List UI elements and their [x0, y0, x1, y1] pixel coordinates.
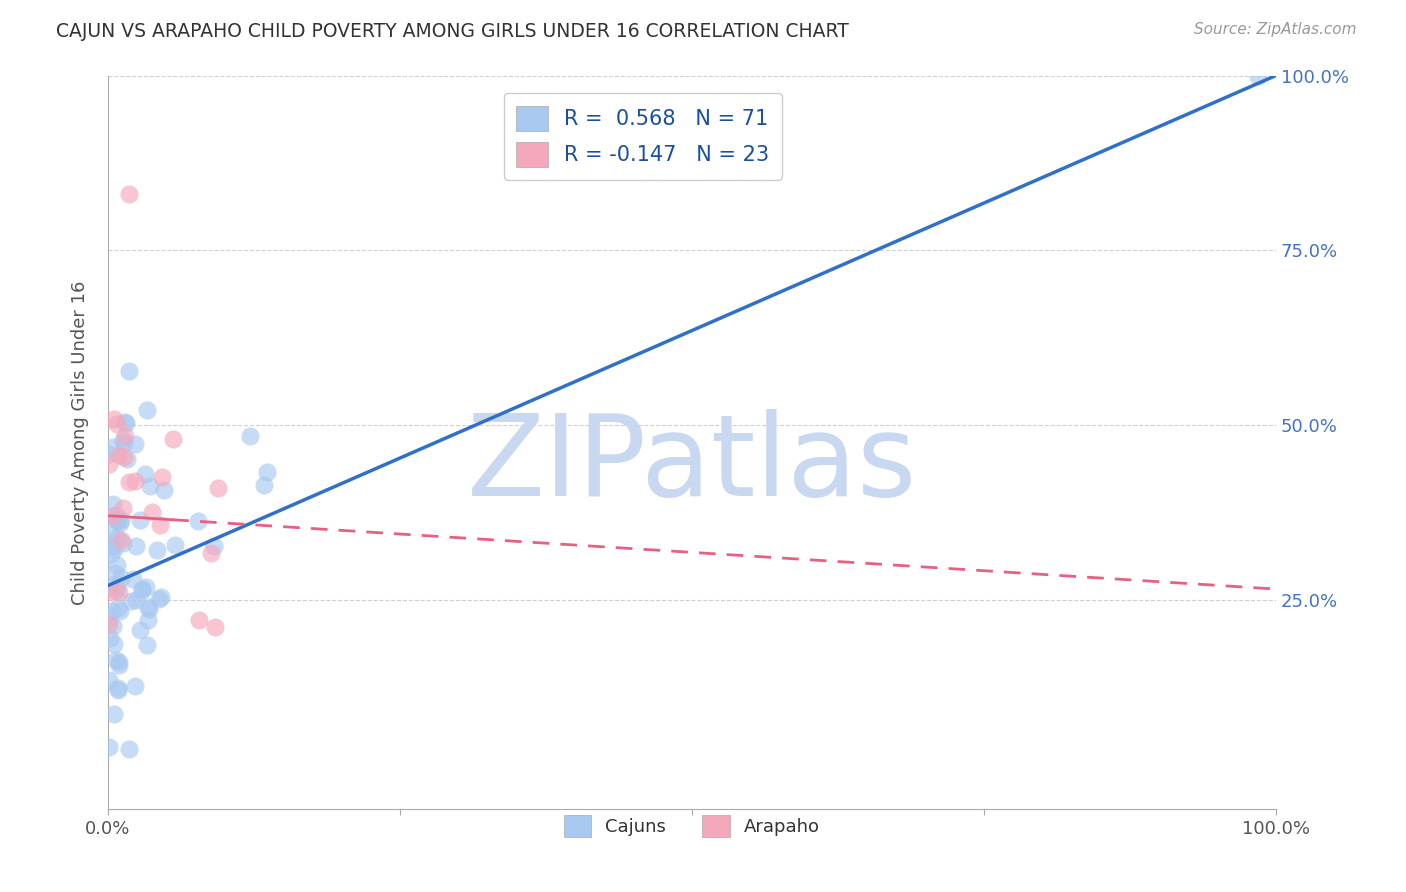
- Point: [134, 467, 156, 481]
- Point: [125, 539, 148, 553]
- Point: [112, 501, 135, 516]
- Point: [110, 513, 132, 527]
- Text: CAJUN VS ARAPAHO CHILD POVERTY AMONG GIRLS UNDER 16 CORRELATION CHART: CAJUN VS ARAPAHO CHILD POVERTY AMONG GIR…: [56, 22, 849, 41]
- Point: [124, 437, 146, 451]
- Point: [204, 620, 226, 634]
- Point: [103, 497, 125, 511]
- Point: [145, 543, 167, 558]
- Point: [124, 474, 146, 488]
- Point: [131, 583, 153, 598]
- Point: [98, 739, 121, 754]
- Point: [103, 541, 125, 556]
- Point: [108, 604, 131, 618]
- Point: [150, 590, 173, 604]
- Point: [100, 547, 122, 561]
- Point: [129, 624, 152, 638]
- Point: [139, 479, 162, 493]
- Point: [118, 187, 141, 202]
- Text: Source: ZipAtlas.com: Source: ZipAtlas.com: [1194, 22, 1357, 37]
- Point: [114, 429, 136, 443]
- Point: [138, 613, 160, 627]
- Point: [118, 742, 141, 756]
- Point: [114, 415, 136, 429]
- Point: [188, 614, 211, 628]
- Point: [98, 447, 121, 461]
- Point: [115, 417, 138, 431]
- Point: [98, 632, 121, 646]
- Point: [135, 639, 157, 653]
- Point: [100, 527, 122, 541]
- Point: [136, 600, 159, 615]
- Point: [103, 508, 125, 523]
- Point: [107, 513, 129, 527]
- Point: [101, 604, 124, 618]
- Point: [136, 402, 159, 417]
- Point: [111, 536, 134, 550]
- Y-axis label: Child Poverty Among Girls Under 16: Child Poverty Among Girls Under 16: [72, 280, 89, 605]
- Point: [105, 653, 128, 667]
- Point: [253, 477, 276, 491]
- Point: [162, 432, 184, 446]
- Point: [153, 483, 176, 497]
- Legend: Cajuns, Arapaho: Cajuns, Arapaho: [557, 807, 827, 844]
- Point: [118, 475, 141, 489]
- Point: [131, 582, 153, 596]
- Point: [105, 582, 128, 596]
- Point: [124, 679, 146, 693]
- Point: [110, 571, 132, 585]
- Point: [103, 412, 125, 426]
- Point: [122, 573, 145, 587]
- Point: [117, 364, 139, 378]
- Point: [112, 435, 135, 450]
- Point: [129, 513, 152, 527]
- Point: [107, 601, 129, 615]
- Point: [104, 566, 127, 580]
- Point: [239, 429, 262, 443]
- Point: [98, 673, 121, 688]
- Point: [101, 619, 124, 633]
- Point: [105, 417, 128, 431]
- Point: [149, 517, 172, 532]
- Point: [98, 585, 121, 599]
- Point: [101, 440, 124, 454]
- Point: [108, 657, 131, 672]
- Point: [124, 592, 146, 607]
- Point: [138, 602, 160, 616]
- Point: [148, 591, 170, 606]
- Point: [141, 505, 163, 519]
- Point: [1247, 69, 1270, 83]
- Point: [200, 546, 222, 560]
- Point: [98, 617, 121, 632]
- Point: [105, 531, 128, 545]
- Point: [117, 452, 139, 467]
- Point: [108, 516, 131, 530]
- Point: [110, 533, 132, 548]
- Point: [105, 508, 128, 522]
- Point: [105, 558, 128, 572]
- Point: [98, 457, 121, 471]
- Point: [112, 450, 135, 464]
- Point: [108, 655, 131, 669]
- Point: [108, 585, 131, 599]
- Point: [187, 514, 209, 528]
- Point: [134, 580, 156, 594]
- Point: [256, 465, 278, 479]
- Point: [112, 433, 135, 447]
- Point: [105, 514, 128, 528]
- Point: [107, 681, 129, 696]
- Point: [120, 594, 142, 608]
- Point: [100, 539, 122, 553]
- Point: [98, 611, 121, 625]
- Point: [105, 584, 128, 599]
- Point: [103, 706, 125, 721]
- Point: [150, 469, 173, 483]
- Point: [103, 637, 125, 651]
- Text: ZIPatlas: ZIPatlas: [467, 409, 917, 520]
- Point: [103, 577, 125, 591]
- Point: [202, 539, 225, 553]
- Point: [207, 481, 229, 495]
- Point: [107, 682, 129, 697]
- Point: [163, 538, 186, 552]
- Point: [107, 448, 129, 462]
